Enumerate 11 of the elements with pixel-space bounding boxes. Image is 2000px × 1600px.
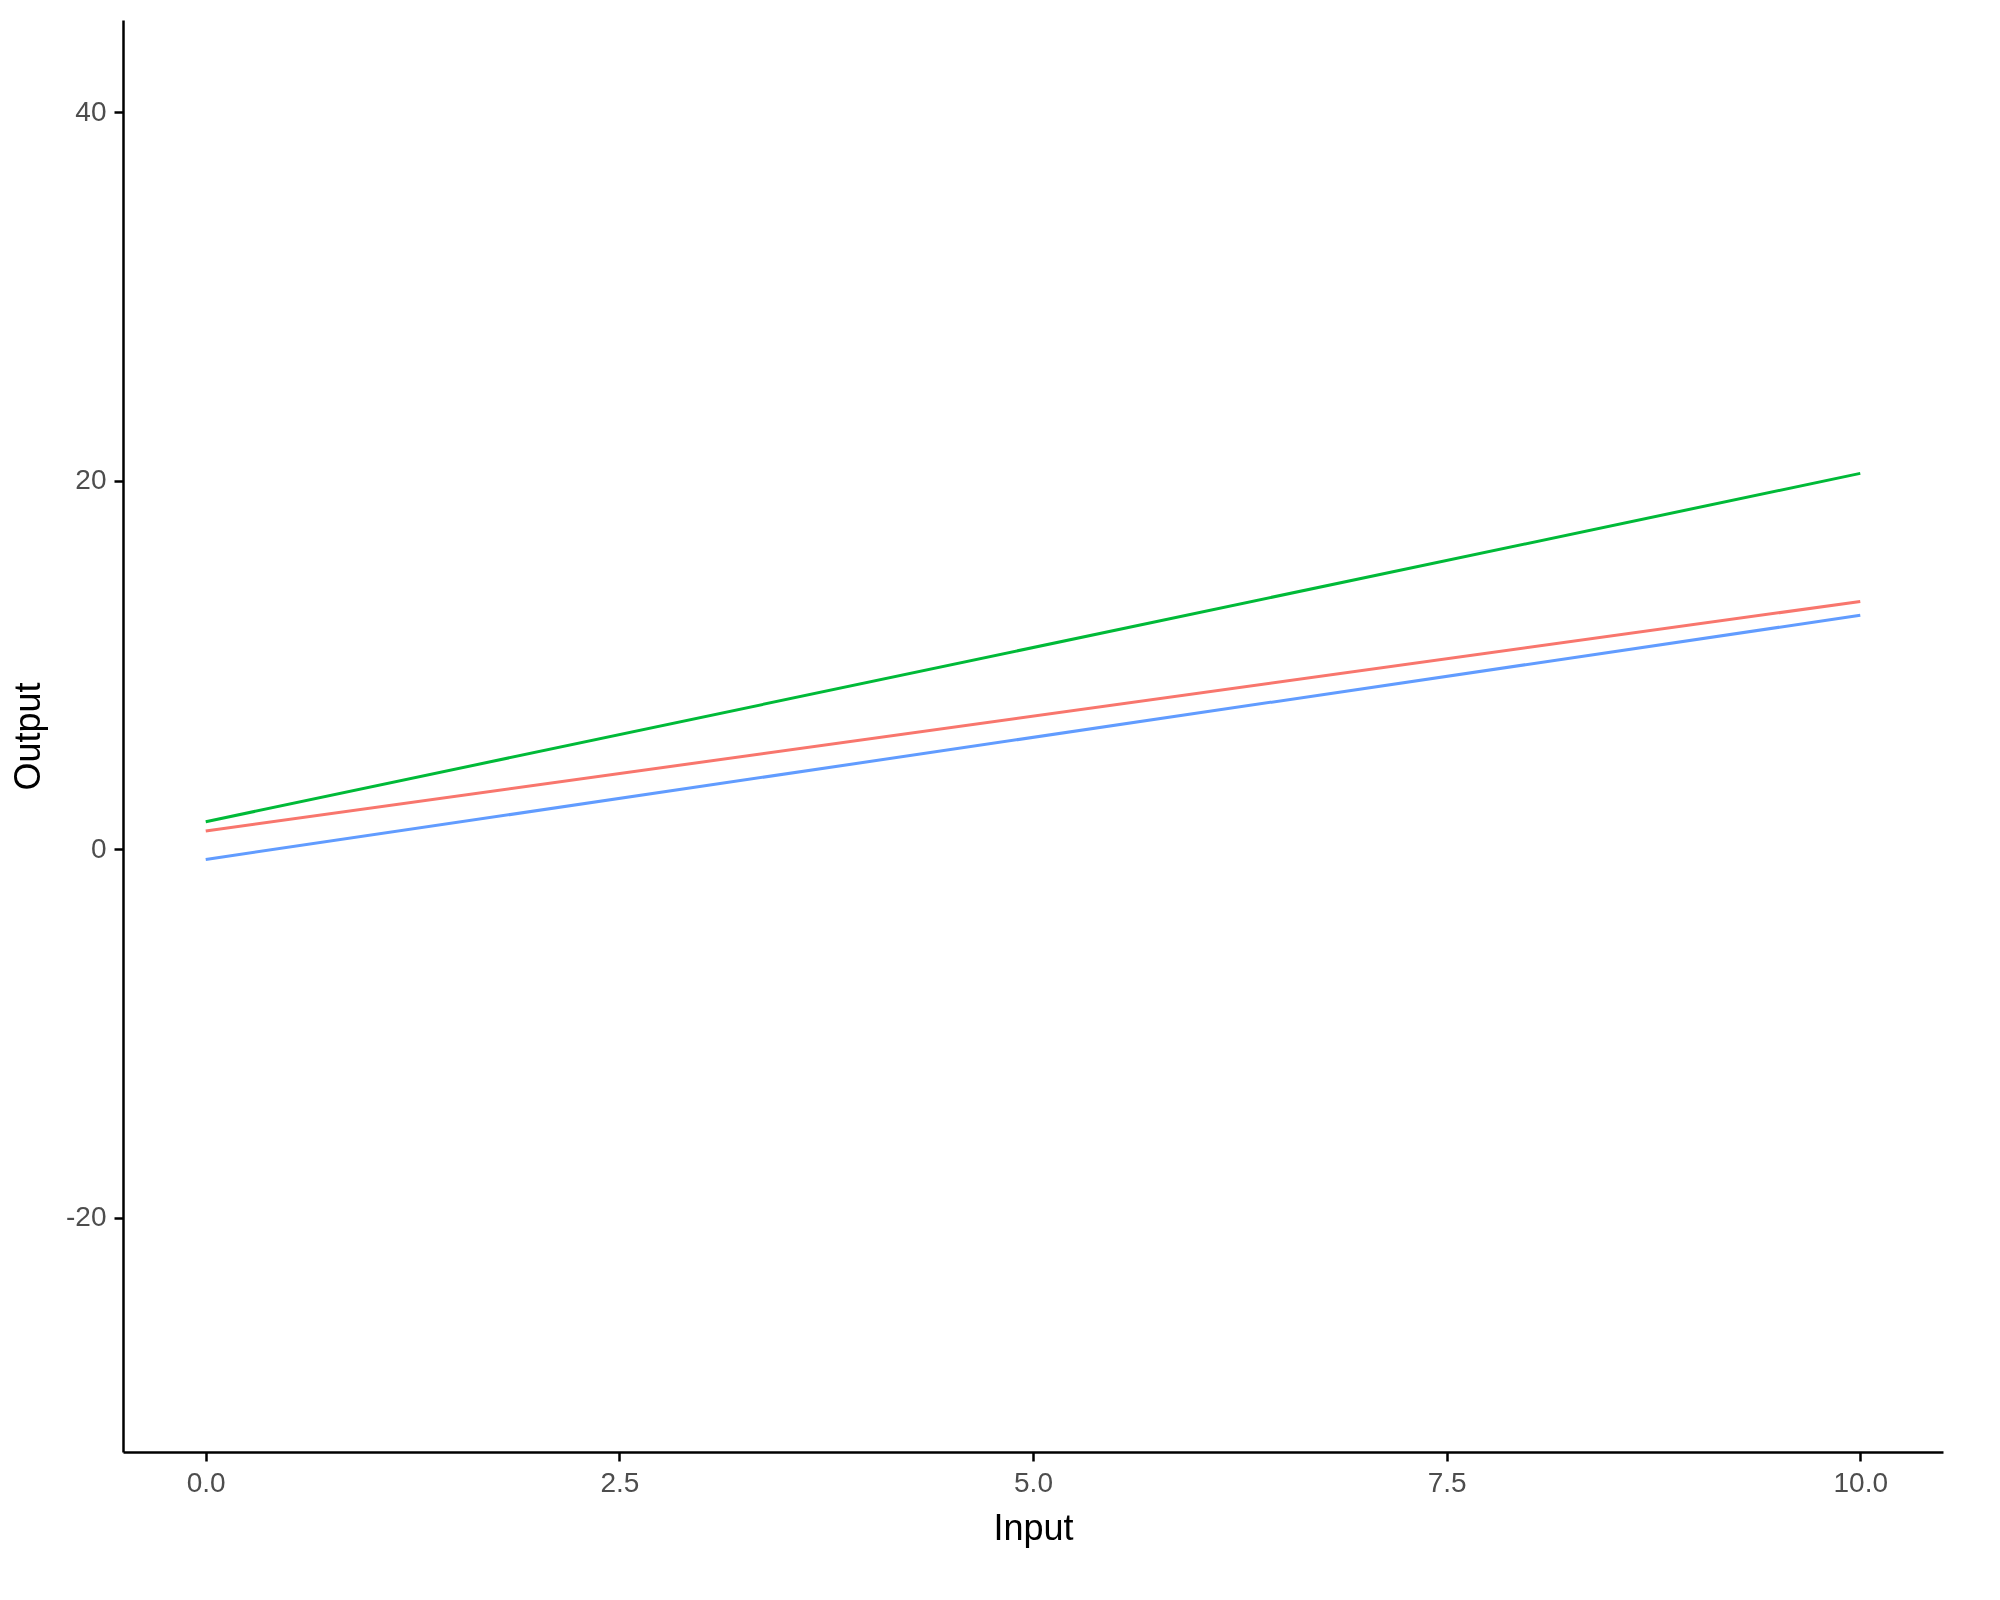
y-axis-title: Output [7, 682, 49, 791]
x-tick-label: 7.5 [1427, 1466, 1467, 1498]
y-tick-label: 20 [75, 464, 107, 496]
x-tick-label: 2.5 [600, 1466, 640, 1498]
x-axis-title: Input [993, 1506, 1074, 1548]
x-tick-label: 5.0 [1014, 1466, 1053, 1498]
y-tick-label: 40 [75, 95, 107, 127]
x-tick-label: 0.0 [186, 1466, 226, 1498]
y-tick-label: 0 [90, 832, 107, 864]
x-tick-label: 10.0 [1833, 1466, 1889, 1498]
y-tick-label: -20 [66, 1201, 107, 1233]
